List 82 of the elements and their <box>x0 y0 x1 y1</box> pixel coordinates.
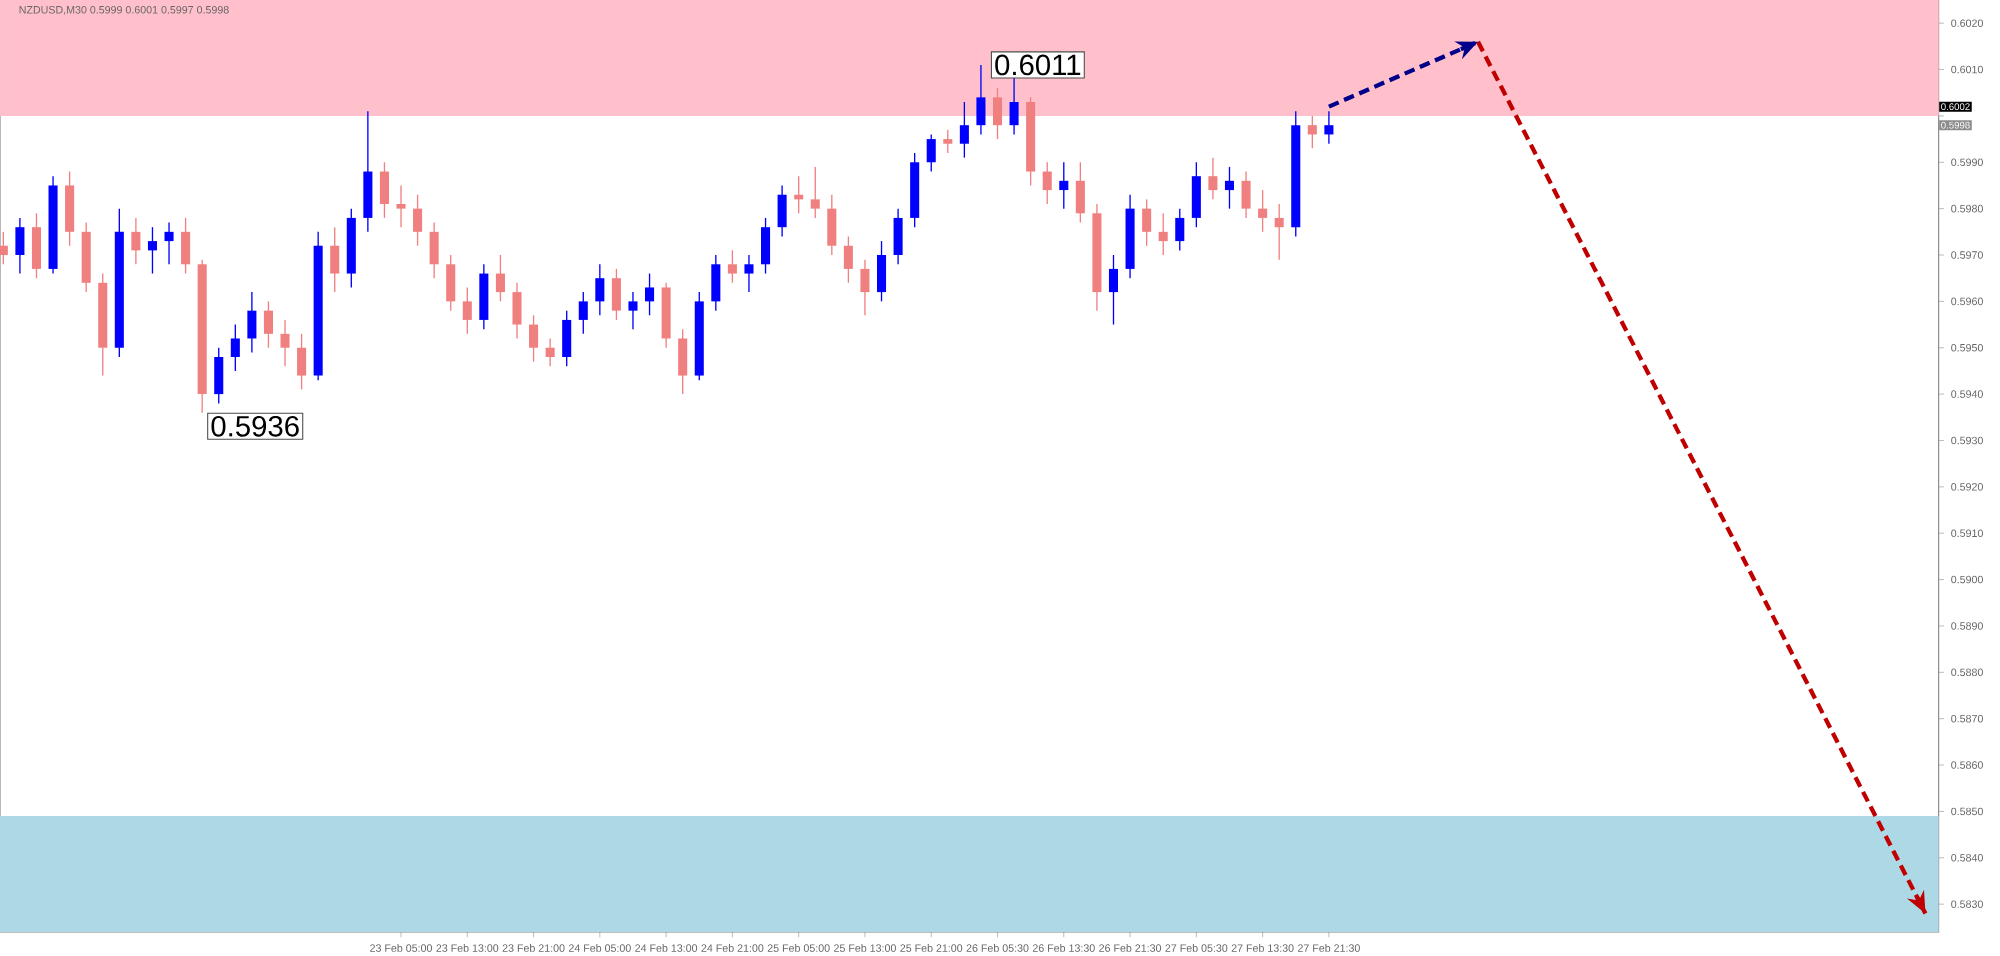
candlestick <box>744 254 754 293</box>
candlestick <box>1291 110 1301 238</box>
candlestick <box>1191 161 1201 228</box>
candlestick <box>330 226 340 293</box>
candlestick <box>379 161 389 219</box>
candlestick <box>860 258 870 316</box>
candlestick <box>1224 166 1235 210</box>
candlestick <box>678 328 688 395</box>
candlestick <box>48 175 58 275</box>
candlestick <box>529 314 539 363</box>
candlestick <box>297 333 307 391</box>
candlestick <box>280 319 290 367</box>
candlestick <box>81 221 91 293</box>
candlestick <box>595 263 605 316</box>
candlestick <box>876 240 887 303</box>
candlestick <box>413 194 423 247</box>
candlestick <box>396 184 406 228</box>
candlestick <box>992 87 1003 140</box>
candlestick <box>1125 194 1135 279</box>
candlestick <box>31 212 42 279</box>
candlestick <box>711 254 721 312</box>
candlestick <box>1158 212 1168 256</box>
candlestick <box>313 231 323 381</box>
candlestick <box>1092 203 1102 312</box>
candlestick <box>1042 161 1052 205</box>
candlestick <box>1307 115 1317 150</box>
candlestick <box>479 263 489 330</box>
candlestick <box>462 286 472 335</box>
candlestick <box>495 254 505 303</box>
candlestick <box>65 170 75 247</box>
candlestick <box>230 323 240 372</box>
candlestick <box>578 291 588 335</box>
candlestick <box>843 235 853 284</box>
candlestick <box>1175 207 1185 252</box>
annotation: 0.6011 <box>995 54 1081 76</box>
candlestick <box>263 300 273 349</box>
candlestick <box>1208 156 1218 201</box>
candlestick <box>1026 96 1036 187</box>
candlestick <box>1009 73 1019 136</box>
candlestick <box>810 166 820 219</box>
candlestick <box>943 129 953 154</box>
candlestick <box>1108 254 1119 326</box>
candlestick <box>910 152 920 228</box>
candlestick <box>1059 161 1069 210</box>
candlestick <box>164 221 174 265</box>
candlestick <box>512 282 522 340</box>
candlestick <box>926 133 936 173</box>
candlestick <box>114 207 124 358</box>
candlestick <box>1258 189 1268 233</box>
candlestick <box>959 101 969 159</box>
candlestick <box>131 217 141 265</box>
candlestick <box>628 291 638 330</box>
candlestick <box>0 231 8 265</box>
candlestick <box>1241 170 1251 219</box>
candlestick <box>98 272 108 377</box>
candlestick <box>1324 110 1334 145</box>
candlestick <box>181 217 191 275</box>
candlestick <box>611 268 621 321</box>
candlestick <box>976 64 986 136</box>
candlestick <box>562 309 572 367</box>
candlestick <box>645 272 655 316</box>
candlestick <box>147 226 158 275</box>
candlestick <box>247 291 257 354</box>
candlestick <box>893 207 903 265</box>
candlestick <box>777 184 787 238</box>
candlestick <box>346 207 356 289</box>
candlestick <box>1142 198 1152 247</box>
candlestick <box>761 217 771 275</box>
candlestick <box>694 291 704 381</box>
candlestick <box>214 347 224 405</box>
candlestick <box>197 258 207 414</box>
annotation: 0.5936 <box>211 415 299 437</box>
candlestick <box>827 194 837 256</box>
candlestick <box>1075 161 1085 224</box>
candlestick <box>429 221 439 279</box>
candlestick <box>661 282 671 349</box>
candlestick <box>363 110 373 233</box>
candlestick <box>15 217 25 275</box>
candlestick <box>446 254 456 312</box>
candlestick <box>545 337 555 367</box>
candlestick <box>727 249 737 284</box>
candlestick <box>1274 203 1284 261</box>
